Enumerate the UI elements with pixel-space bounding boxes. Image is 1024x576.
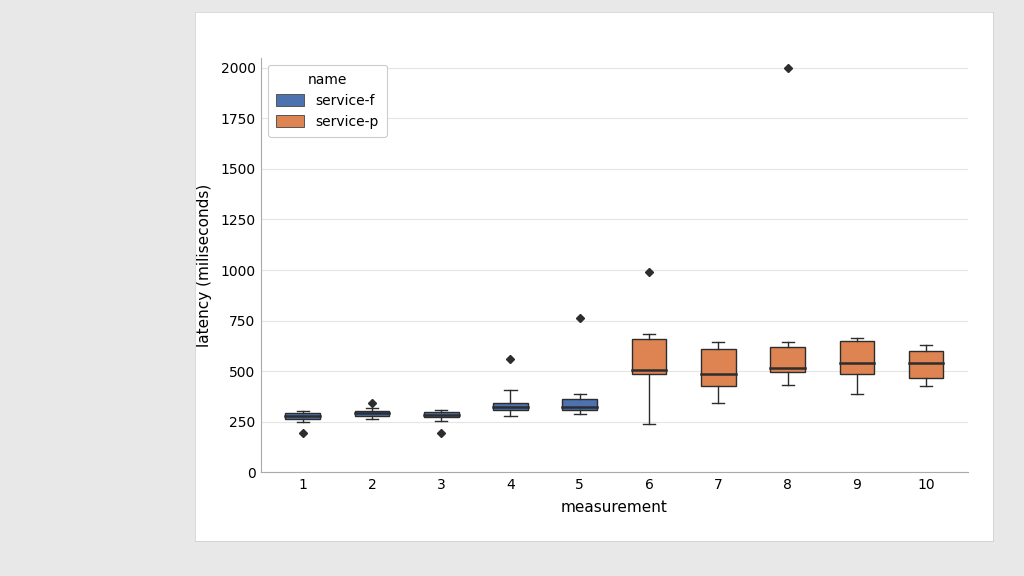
Bar	[770, 347, 805, 372]
Bar	[562, 399, 597, 410]
Bar	[840, 341, 874, 374]
Legend: service-f, service-p: service-f, service-p	[268, 65, 387, 137]
Bar	[494, 403, 527, 410]
Bar	[909, 351, 943, 378]
Bar	[424, 412, 459, 417]
Y-axis label: latency (miliseconds): latency (miliseconds)	[197, 183, 212, 347]
Bar	[354, 411, 389, 416]
Bar	[286, 413, 319, 419]
Bar	[701, 349, 735, 386]
X-axis label: measurement: measurement	[561, 500, 668, 515]
Bar	[632, 339, 667, 374]
